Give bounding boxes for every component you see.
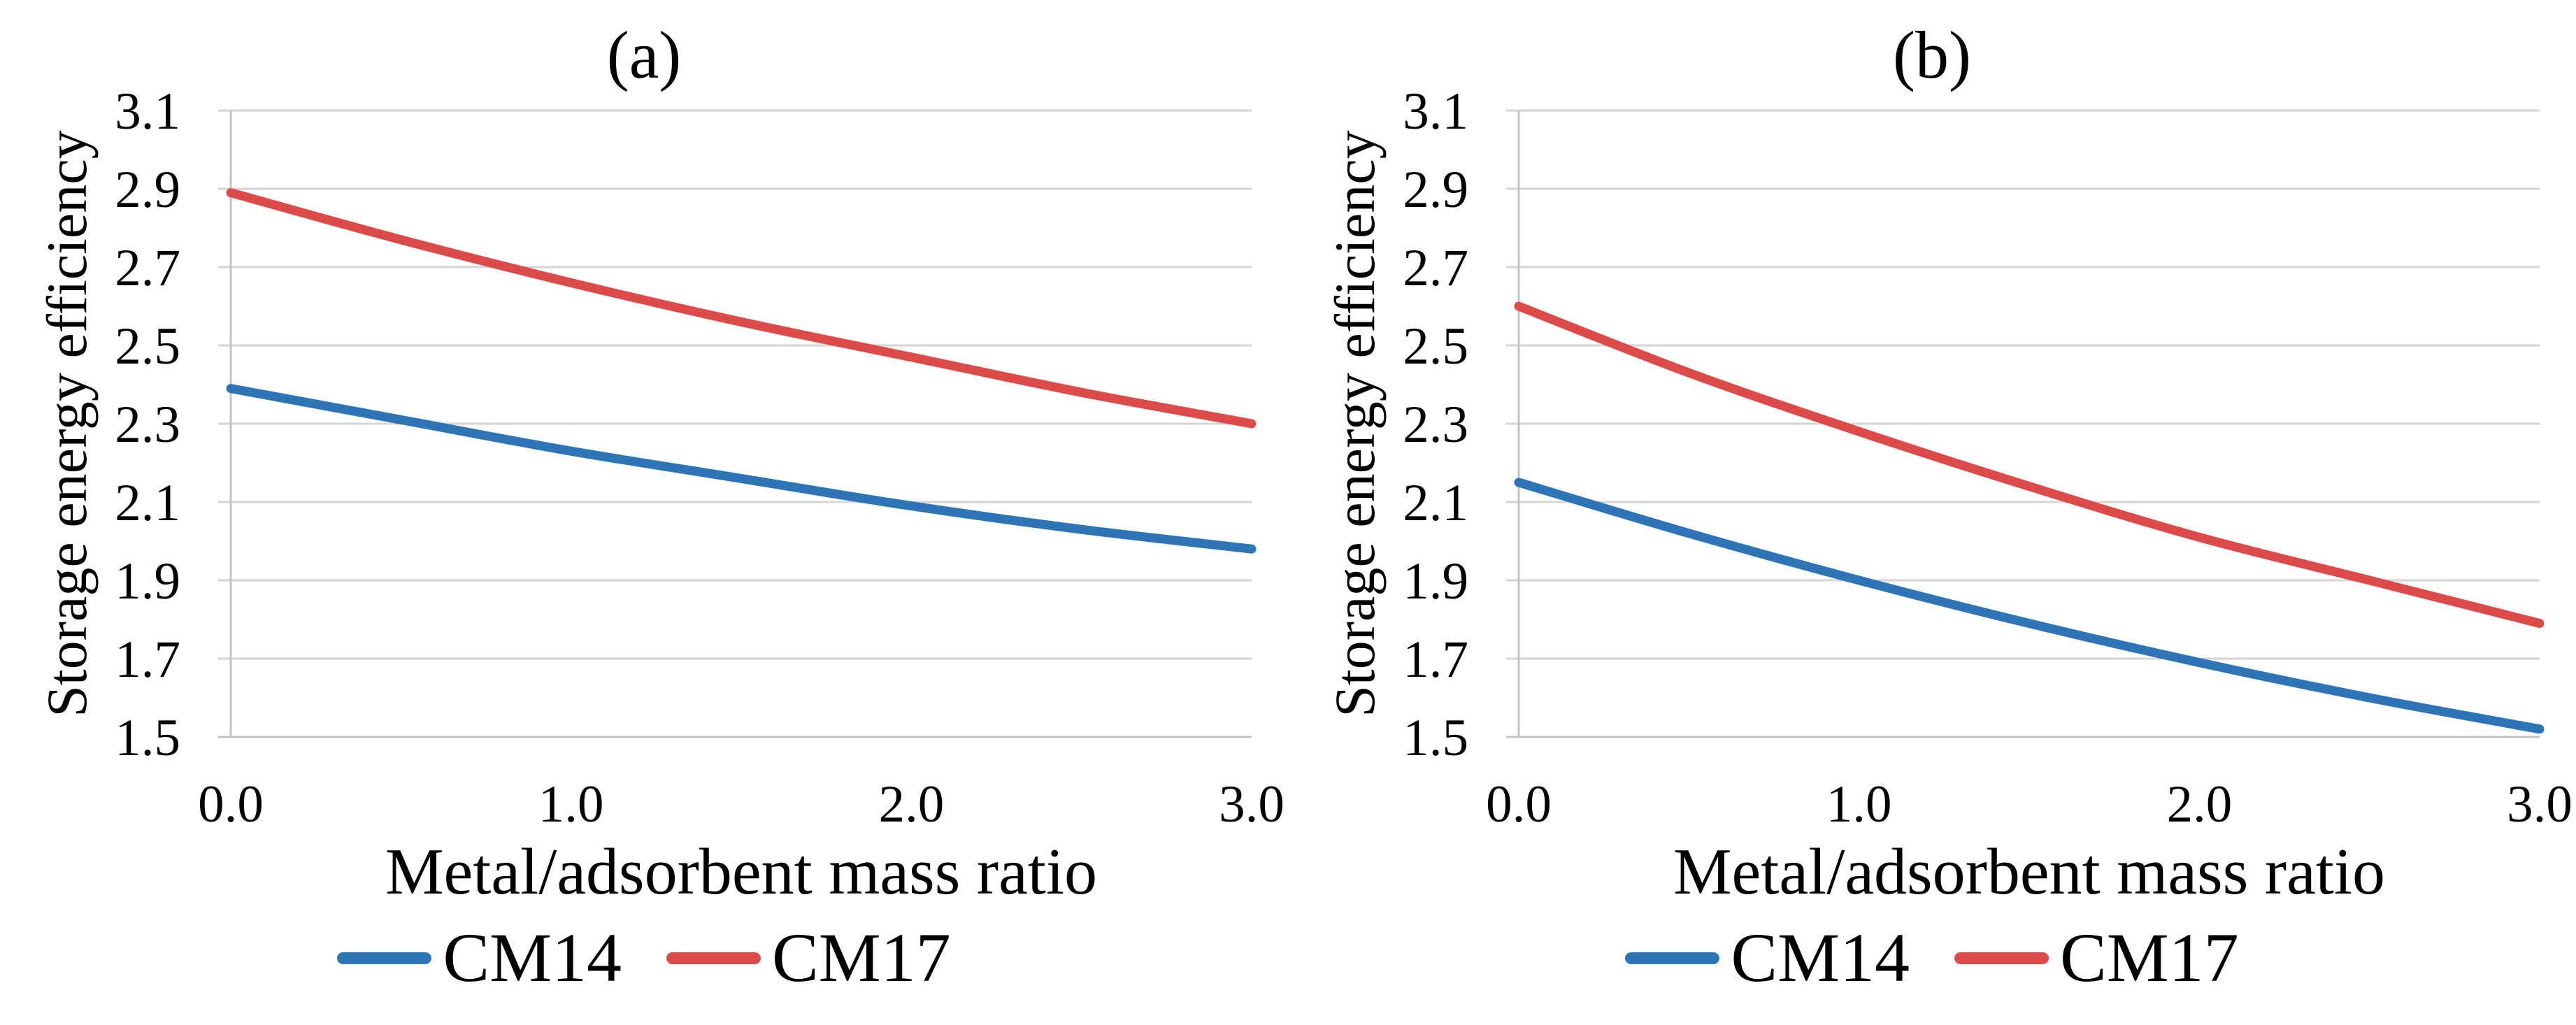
y-tick-label: 2.3 [1403,396,1468,454]
legend-label-cm17: CM17 [2060,919,2239,996]
plot-area-a: 3.1 2.9 2.7 2.5 2.3 2.1 1.9 1.7 1.5 0.0 1.0 2.0 3.0 [115,83,1285,833]
legend-b: CM14 CM17 [1288,916,2576,1000]
panel-title-b: (b) [1893,17,1971,92]
y-tick-label: 1.9 [1403,552,1468,610]
y-tick-label: 1.9 [115,552,180,610]
x-tick-label: 1.0 [1826,775,1892,833]
chart-panel-a: (a) Storage energy efficiency 3.1 2.9 2.7 2… [0,17,1288,1000]
plot-area-b: 3.1 2.9 2.7 2.5 2.3 2.1 1.9 1.7 1.5 0.0 1.0 2.0 3.0 [1403,83,2573,833]
legend-swatch-cm17 [1954,952,2049,964]
legend-label-cm14: CM14 [443,919,622,996]
y-tick-label: 2.7 [1403,239,1468,297]
x-tick-label: 1.0 [538,775,604,833]
y-tick-label: 1.7 [1403,631,1468,689]
legend-label-cm17: CM17 [772,919,951,996]
y-tick-label: 1.5 [1403,709,1468,767]
y-tick-label: 2.9 [1403,161,1468,219]
x-tick-label: 2.0 [2166,775,2232,833]
x-axis-title-b: Metal/adsorbent mass ratio [1673,836,2386,908]
series-line-cm14 [1514,478,2545,734]
x-tick-label: 0.0 [198,775,264,833]
legend-swatch-cm14 [1625,952,1720,964]
x-tick-label: 3.0 [2507,775,2573,833]
y-tick-label: 3.1 [115,83,180,141]
y-tick-label: 2.3 [115,396,180,454]
legend-swatch-cm14 [337,952,432,964]
legend-item-cm17: CM17 [666,923,951,993]
y-tick-label: 2.1 [115,474,180,532]
series-line-cm14 [226,384,1257,554]
legend-item-cm17: CM17 [1954,923,2239,993]
y-tick-label: 3.1 [1403,83,1468,141]
legend-item-cm14: CM14 [337,923,622,993]
legend-label-cm14: CM14 [1731,919,1910,996]
y-tick-label: 2.5 [1403,317,1468,375]
legend-a: CM14 CM17 [0,916,1288,1000]
y-tick-label: 2.9 [115,161,180,219]
x-tick-label: 3.0 [1219,775,1285,833]
series-line-cm17 [226,188,1257,429]
x-tick-label: 0.0 [1486,775,1552,833]
x-tick-label: 2.0 [878,775,944,833]
series-line-cm17 [1514,301,2545,629]
x-axis-title-a: Metal/adsorbent mass ratio [385,836,1098,908]
panel-title-a: (a) [606,17,682,92]
y-tick-label: 1.7 [115,631,180,689]
legend-swatch-cm17 [666,952,761,964]
y-tick-label: 2.1 [1403,474,1468,532]
chart-panel-b: (b) Storage energy efficiency 3.1 2.9 2.7 2… [1288,0,2576,1025]
y-tick-label: 1.5 [115,709,180,767]
y-tick-label: 2.7 [115,239,180,297]
legend-item-cm14: CM14 [1625,923,1910,993]
y-tick-label: 2.5 [115,317,180,375]
